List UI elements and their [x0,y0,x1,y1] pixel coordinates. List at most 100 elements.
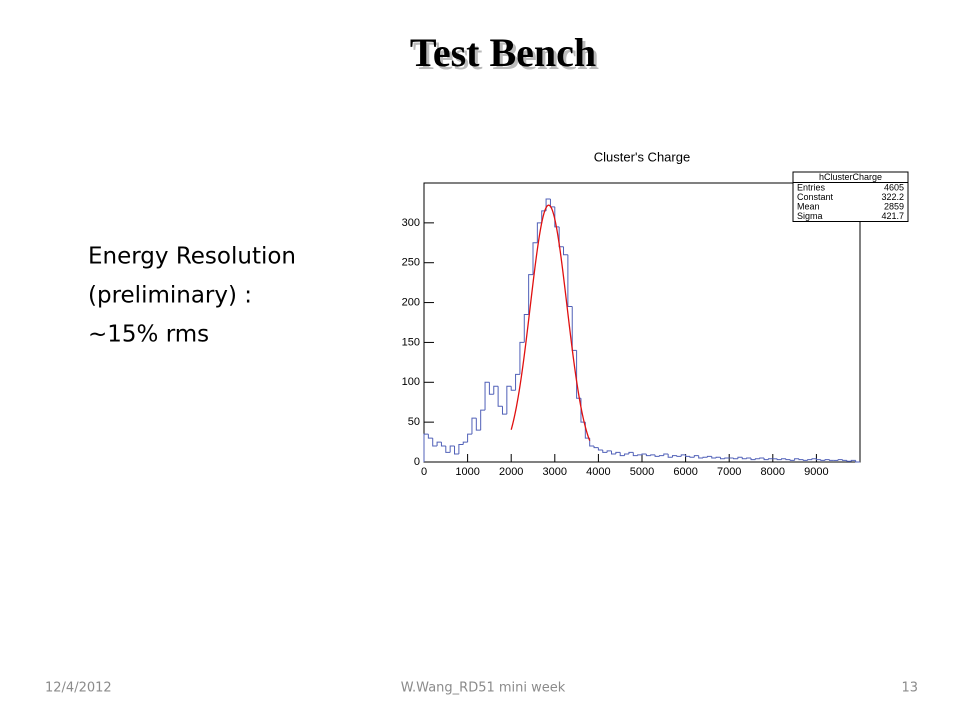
hist-bin [427,434,433,439]
hist-bin [641,453,647,455]
hist-bin [663,453,669,456]
x-tick-label: 3000 [543,466,567,478]
hist-bin [619,452,625,457]
stats-value: 421.7 [881,211,904,221]
hist-bin [850,459,856,462]
hist-bin [519,341,525,375]
hist-bin [445,446,451,453]
hist-bin [423,433,429,462]
slide-title: Test Bench [410,30,596,75]
footer-center: W.Wang_RD51 mini week [401,681,566,696]
hist-bin [746,457,751,459]
hist-bin [785,458,791,461]
x-tick-label: 9000 [804,466,828,478]
hist-bin [563,246,568,256]
hist-bin [794,458,799,461]
hist-bin [506,385,512,415]
y-tick-label: 0 [414,456,420,468]
hist-bin [632,452,638,457]
hist-bin [475,418,481,431]
hist-bin [741,457,747,460]
hist-bin [724,457,730,459]
hist-bin [645,454,651,457]
hist-bin [471,417,477,435]
stats-box [792,171,909,222]
stats-title: hClusterCharge [819,172,882,182]
hist-bin [458,443,464,455]
body-text: (preliminary) : [88,283,252,309]
hist-bin [571,306,577,351]
hist-bin [837,459,843,461]
hist-bin [602,450,608,453]
hist-bin [776,458,782,461]
hist-bin [789,459,795,461]
hist-bin [763,458,769,461]
hist-bin [781,458,786,460]
y-tick-label: 300 [402,217,420,229]
hist-bin [855,460,860,463]
hist-bin [828,459,834,461]
x-tick-label: 6000 [673,466,697,478]
hist-bin [807,459,813,461]
hist-bin [449,445,455,453]
hist-bin [815,458,821,461]
hist-bin [528,274,533,315]
hist-bin [715,456,721,459]
hist-bin [811,458,817,460]
hist-bin [440,442,446,447]
hist-bin [606,450,612,453]
stats-name: Entries [797,183,826,193]
hist-bin [842,459,847,461]
hist-bin [567,254,573,308]
hist-bin [536,222,542,243]
hist-bin [436,441,442,447]
hist-bin [820,459,826,461]
hist-bin [432,438,438,447]
body-text: ~15% rms [88,322,209,348]
hist-bin [462,441,468,445]
hist-bin [501,406,507,415]
hist-bin [706,455,712,458]
hist-bin [593,446,599,449]
hist-bin [680,454,686,457]
hist-bin [658,455,664,457]
y-tick-label: 100 [402,376,420,388]
x-tick-label: 7000 [717,466,741,478]
hist-bin [767,458,773,460]
plot-frame [423,182,861,463]
hist-bin [798,458,804,461]
hist-bin [515,373,520,391]
hist-bin [846,460,852,462]
stats-value: 322.2 [881,192,904,202]
hist-bin [802,459,808,461]
hist-bin [523,314,529,343]
hist-bin [754,458,760,460]
stats-value: 2859 [884,202,904,212]
x-tick-label: 5000 [630,466,654,478]
hist-bin [615,451,621,455]
hist-bin [719,457,725,460]
stats-value: 4605 [884,183,904,193]
hist-bin [737,456,743,459]
hist-bin [497,386,503,407]
x-tick-label: 2000 [499,466,523,478]
hist-bin [549,198,555,208]
hist-bin [488,382,494,395]
hist-bin [510,386,516,391]
x-tick-label: 4000 [586,466,610,478]
hist-bin [698,455,704,459]
hist-bin [628,451,634,455]
body-text: Energy Resolution [88,244,296,270]
hist-bin [610,450,616,455]
hist-bin [689,456,695,458]
y-tick-label: 50 [408,416,420,428]
x-tick-label: 0 [421,466,427,478]
hist-bin [824,459,830,461]
y-tick-label: 150 [402,336,420,348]
x-tick-label: 8000 [761,466,785,478]
hist-bin [676,455,682,457]
hist-bin [667,454,673,458]
hist-bin [484,381,490,411]
x-tick-label: 1000 [455,466,479,478]
